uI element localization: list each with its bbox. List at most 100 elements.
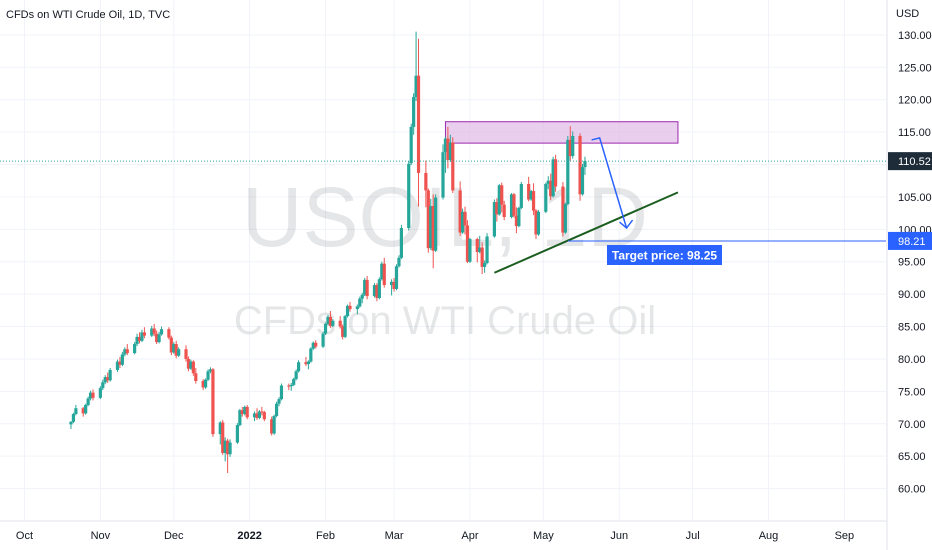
x-tick-label: Oct: [16, 530, 33, 542]
candle: [120, 351, 124, 367]
candle: [512, 193, 516, 218]
candle-body: [431, 205, 435, 251]
candle-body: [69, 421, 73, 425]
candle-body: [434, 197, 438, 251]
candle: [228, 439, 232, 457]
candle: [309, 347, 313, 363]
candle-body: [243, 406, 247, 415]
candle-body: [424, 172, 428, 191]
candle-body: [429, 205, 433, 249]
candle: [583, 156, 587, 175]
candle: [380, 261, 384, 281]
annotation-text: Target price: 98.25: [612, 248, 717, 262]
candle-body: [211, 369, 215, 435]
candle: [294, 369, 298, 381]
candle: [549, 173, 553, 201]
candle-body: [174, 344, 178, 356]
candle: [360, 292, 364, 304]
candle: [382, 257, 386, 288]
candle-body: [226, 440, 230, 455]
candle: [106, 372, 110, 383]
candle: [514, 207, 519, 234]
candle-body: [84, 404, 88, 414]
candle-body: [553, 159, 558, 187]
candle-body: [475, 239, 479, 253]
candle: [478, 235, 482, 254]
candle: [292, 377, 296, 387]
candle-body: [568, 139, 572, 157]
y-tick-label: 130.00: [898, 30, 932, 42]
candle-body: [91, 392, 95, 398]
candle-body: [544, 183, 548, 212]
candle: [155, 330, 159, 345]
candle-body: [186, 358, 191, 369]
candle-body: [71, 414, 76, 422]
candle: [98, 386, 102, 400]
candle: [563, 202, 567, 234]
candle-body: [86, 398, 90, 405]
candle-body: [252, 413, 257, 418]
candle-body: [157, 334, 161, 343]
candle-body: [245, 406, 249, 418]
candle-body: [360, 294, 364, 299]
y-tick-label: 120.00: [898, 95, 932, 107]
candle-body: [274, 403, 279, 416]
candle: [133, 342, 137, 355]
support-trendline[interactable]: [493, 191, 679, 274]
candle: [480, 242, 484, 275]
candle: [123, 347, 127, 357]
candle-body: [262, 412, 266, 420]
candle-body: [240, 410, 244, 415]
candle: [115, 359, 120, 372]
projection-arrow[interactable]: [591, 137, 628, 229]
candle-body: [529, 191, 533, 200]
candle-body: [321, 333, 325, 347]
candle-body: [167, 329, 171, 338]
candle: [460, 208, 465, 234]
target-price-annotation[interactable]: Target price: 98.25: [606, 244, 722, 265]
candle-body: [407, 163, 411, 229]
candle: [243, 405, 247, 416]
candle-body: [534, 210, 538, 235]
candle-body: [125, 349, 129, 354]
candle-body: [416, 75, 421, 173]
candle-body: [546, 180, 550, 184]
candle: [429, 198, 433, 251]
candle-body: [578, 135, 582, 195]
resistance-zone[interactable]: [444, 121, 679, 144]
candle: [221, 419, 225, 455]
watermark-symbol: USOIL, 1D: [242, 170, 648, 264]
candle-body: [272, 415, 276, 434]
candle-body: [372, 285, 377, 297]
candle: [191, 360, 195, 376]
candle-body: [287, 385, 291, 387]
candle-body: [311, 342, 315, 349]
candle-body: [485, 236, 489, 264]
candle: [184, 345, 188, 362]
candle-body: [446, 138, 450, 160]
candle: [135, 333, 139, 346]
candle: [407, 161, 411, 231]
candle: [211, 368, 215, 437]
candle: [414, 31, 418, 101]
arrow-head-icon: [619, 219, 634, 230]
candle-body: [98, 388, 102, 398]
candle-body: [409, 126, 413, 164]
candle-body: [358, 298, 362, 307]
candle: [157, 331, 161, 344]
candle-body: [270, 419, 274, 434]
candle-body: [502, 204, 506, 218]
candle: [71, 412, 76, 424]
candle-body: [392, 281, 396, 289]
candle-body: [208, 369, 213, 372]
candle: [81, 406, 85, 417]
candle: [314, 340, 318, 349]
candle-body: [377, 279, 381, 299]
candle: [245, 404, 249, 420]
candle: [328, 310, 333, 328]
candle-body: [465, 225, 470, 262]
candle: [270, 416, 274, 436]
candle: [465, 220, 470, 264]
candle: [441, 144, 445, 200]
